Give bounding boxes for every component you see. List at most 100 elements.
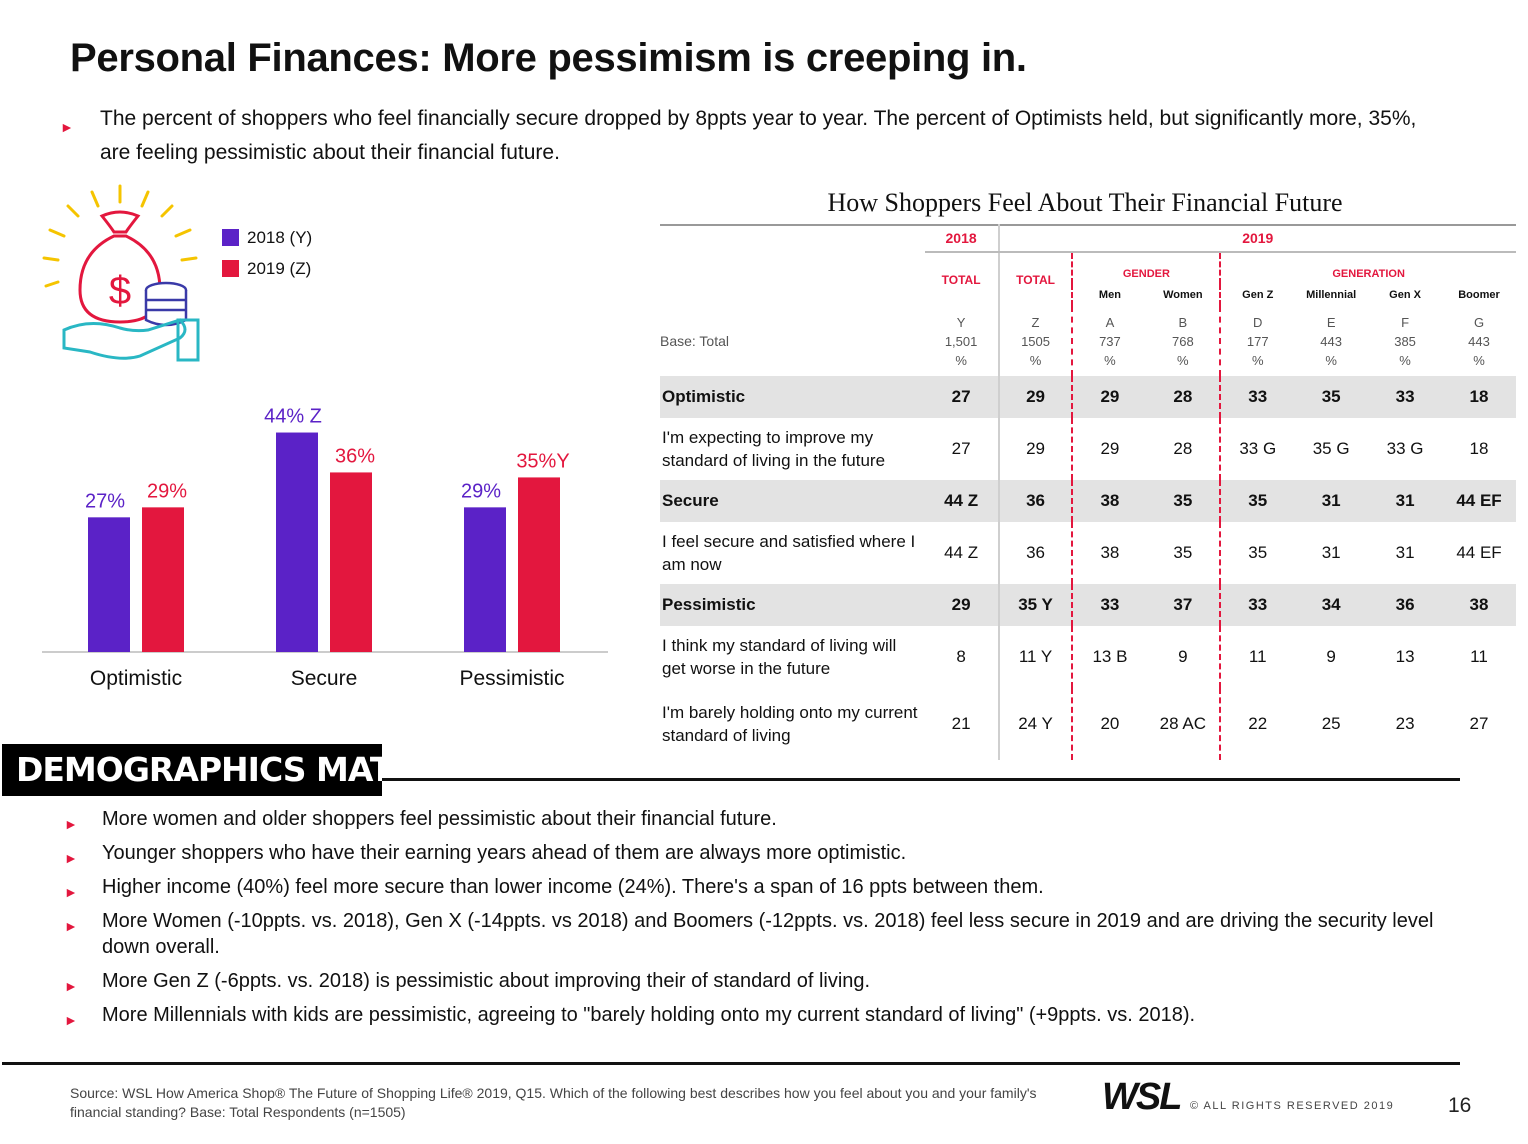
demographics-bullet: ► More Women (-10ppts. vs. 2018), Gen X (…	[64, 908, 1452, 960]
legend-item-2019: 2019 (Z)	[222, 253, 312, 284]
table-cell: 13 B	[1071, 626, 1147, 688]
base-letter: D	[1253, 314, 1263, 330]
legend-item-2018: 2018 (Y)	[222, 222, 312, 253]
base-cell: B 768%	[1146, 306, 1220, 376]
table-cell: 29	[997, 418, 1073, 480]
base-n: 737	[1099, 333, 1121, 349]
table-cell: 33	[1071, 584, 1147, 626]
base-n: 768	[1171, 333, 1194, 349]
bar-optimistic-2019	[142, 507, 184, 652]
table-cell: 22	[1219, 688, 1295, 760]
base-pct: %	[955, 352, 967, 368]
table-cell: 9	[1326, 647, 1336, 666]
header-col-genz: Gen Z	[1219, 284, 1295, 306]
table-cell: 9	[1178, 647, 1188, 666]
bar-secure-2018	[276, 432, 318, 652]
base-cell: D 177%	[1219, 306, 1295, 376]
legend-swatch-2018	[222, 229, 239, 246]
header-group-gender: GENDER	[1071, 252, 1221, 284]
table-row: Pessimistic 29 35 Y 33 37 33 34 36 38	[660, 584, 1516, 626]
table-row: Secure 44 Z 36 38 35 35 31 31 44 EF	[660, 480, 1516, 522]
demographics-bullet-text: More women and older shoppers feel pessi…	[102, 808, 777, 830]
table-cell: 27	[924, 376, 999, 418]
demographics-heading: DEMOGRAPHICS MATTER	[2, 744, 382, 796]
table-cell: 31	[1294, 480, 1369, 522]
table-cell: 13	[1395, 647, 1415, 666]
header-year-2018: 2018	[924, 224, 999, 253]
data-label: 44% Z	[264, 406, 322, 428]
legend-label-2019: 2019 (Z)	[247, 258, 312, 278]
base-label: Base: Total	[660, 333, 730, 349]
table-cell: 38	[1071, 480, 1147, 522]
table-cell: 21	[951, 714, 971, 733]
financial-future-table: 2018 2019 TOTAL TOTAL GENDER GENERATION …	[660, 224, 1516, 760]
table-cell: 18	[1469, 439, 1489, 458]
base-letter: Y	[956, 314, 966, 330]
bar-optimistic-2018	[88, 517, 130, 652]
table-cell: 36	[997, 480, 1073, 522]
base-pct: %	[1104, 352, 1116, 368]
category-label: Secure	[291, 667, 358, 690]
table-row: I think my standard of living will get w…	[660, 626, 1516, 688]
table-cell: 34	[1294, 584, 1369, 626]
base-pct: %	[1473, 352, 1485, 368]
table-cell: 24 Y	[997, 688, 1073, 760]
demographics-bullet-text: More Millennials with kids are pessimist…	[102, 1004, 1196, 1026]
table-cell: 27	[1469, 714, 1489, 733]
demographics-rule	[382, 778, 1460, 781]
table-cell: 33	[1368, 376, 1443, 418]
row-label: I think my standard of living will get w…	[662, 636, 897, 678]
base-cell: F 385%	[1368, 306, 1442, 376]
table-cell: 35	[1173, 543, 1193, 562]
category-label: Optimistic	[90, 667, 182, 690]
base-letter: B	[1178, 314, 1188, 330]
header-col-women: Women	[1163, 289, 1203, 301]
header-group-generation: GENERATION	[1219, 252, 1516, 284]
base-n: 177	[1246, 333, 1269, 349]
data-label: 35%Y	[516, 450, 569, 472]
header-col-men: Men	[1071, 284, 1147, 306]
bar-pessimistic-2018	[464, 507, 506, 652]
base-cell: Z 1505%	[997, 306, 1073, 376]
table-cell: 29	[924, 584, 999, 626]
base-letter: A	[1105, 314, 1115, 330]
data-label: 27%	[85, 490, 125, 512]
base-n: 1505	[1021, 333, 1050, 349]
header-col-genx: Gen X	[1389, 289, 1421, 301]
arrow-bullet-icon: ►	[64, 1012, 78, 1028]
base-cell: E 443%	[1294, 306, 1368, 376]
demographics-bullet: ► More Millennials with kids are pessimis…	[64, 1002, 1452, 1033]
table-cell: 11	[1219, 626, 1295, 688]
source-note: Source: WSL How America Shop® The Future…	[70, 1085, 1037, 1120]
page-title: Personal Finances: More pessimism is cre…	[70, 36, 1027, 80]
demographics-bullet-text: More Women (-10ppts. vs. 2018), Gen X (-…	[102, 910, 1434, 958]
header-total-2018: TOTAL	[941, 272, 981, 287]
base-n: 385	[1394, 333, 1416, 349]
chart-legend: 2018 (Y) 2019 (Z)	[222, 222, 312, 284]
bar-pessimistic-2019	[518, 477, 560, 652]
base-pct: %	[1177, 352, 1189, 368]
arrow-bullet-icon: ►	[64, 816, 78, 832]
header-year-2019: 2019	[997, 224, 1516, 253]
table-cell: 38	[1442, 584, 1516, 626]
demographics-bullet: ► More women and older shoppers feel pess…	[64, 806, 1452, 837]
base-pct: %	[1325, 352, 1337, 368]
table-cell: 44 EF	[1442, 480, 1516, 522]
table-row: Optimistic 27 29 29 28 33 35 33 18	[660, 376, 1516, 418]
table-cell: 27	[951, 439, 971, 458]
row-label: Secure	[660, 480, 925, 522]
page-number: 16	[1448, 1094, 1472, 1117]
arrow-bullet-icon: ►	[64, 918, 78, 934]
table-cell: 35 G	[1312, 439, 1350, 458]
table-cell: 38	[1071, 522, 1147, 584]
table-cell: 33 G	[1219, 418, 1295, 480]
table-cell: 23	[1395, 714, 1415, 733]
data-label: 36%	[335, 445, 375, 467]
table-cell: 35	[1294, 376, 1369, 418]
arrow-bullet-icon: ►	[64, 850, 78, 866]
demographics-bullet: ► More Gen Z (-6ppts. vs. 2018) is pessim…	[64, 968, 1452, 999]
table-cell: 44 Z	[944, 543, 979, 562]
base-cell: Y 1,501%	[925, 306, 999, 376]
table-cell: 18	[1442, 376, 1516, 418]
base-cell: G 443%	[1442, 306, 1516, 376]
